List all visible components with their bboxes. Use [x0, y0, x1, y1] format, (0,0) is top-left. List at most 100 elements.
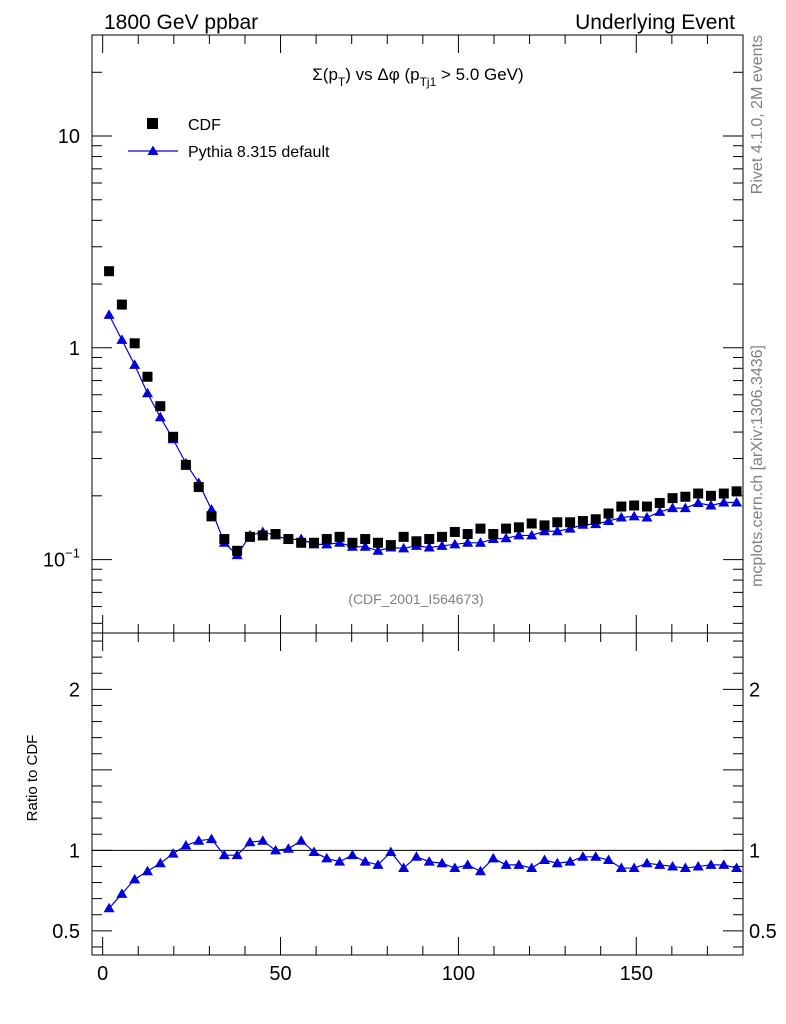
- main-axis-ticks: 10−1 1 10: [43, 34, 743, 624]
- cdf-point: [244, 531, 255, 542]
- ratio-point: [180, 840, 192, 850]
- ratio-point: [487, 852, 499, 863]
- cdf-point: [437, 531, 448, 542]
- x-tick-label: 100: [442, 963, 475, 985]
- ratio-point: [577, 851, 589, 861]
- ratio-point: [270, 844, 282, 855]
- ratio-point: [641, 857, 653, 868]
- cdf-point: [616, 501, 627, 512]
- cdf-point: [270, 529, 281, 540]
- cdf-point: [590, 514, 601, 525]
- cdf-point: [206, 511, 217, 522]
- cdf-point: [603, 508, 614, 519]
- ratio-y-tick-label-right: 1: [749, 840, 760, 862]
- cdf-point: [424, 534, 435, 545]
- ratio-y-tick-label-left: 2: [69, 679, 80, 701]
- cdf-point: [449, 526, 460, 537]
- cdf-point: [180, 459, 191, 470]
- analysis-id: (CDF_2001_I564673): [348, 591, 483, 607]
- ratio-point: [731, 862, 743, 873]
- ratio-point: [615, 862, 627, 873]
- cdf-point: [296, 537, 307, 548]
- plot-title: Σ(pT) vs Δφ (pTj1 > 5.0 GeV): [312, 65, 523, 89]
- pythia-point: [423, 542, 435, 552]
- x-axis-ticks: 0 50 100 150: [97, 35, 744, 985]
- cdf-point: [552, 517, 563, 528]
- legend-pythia-marker: [147, 145, 159, 155]
- ratio-point: [474, 865, 486, 876]
- ratio-point: [116, 888, 128, 898]
- ratio-point: [410, 851, 422, 861]
- pythia-point: [692, 497, 704, 507]
- ratio-point: [628, 862, 640, 873]
- cdf-point: [411, 536, 422, 547]
- pythia-point: [500, 532, 512, 543]
- legend-pythia-label: Pythia 8.315 default: [188, 144, 330, 161]
- ratio-point: [231, 849, 243, 860]
- cdf-point: [731, 486, 742, 497]
- cdf-point: [283, 534, 294, 545]
- pythia-point: [603, 515, 615, 526]
- ratio-axis-ticks: 0.5 0.5 1 1 2 2: [52, 640, 777, 948]
- pythia-point: [206, 504, 218, 514]
- cdf-point: [654, 497, 665, 508]
- ratio-point: [500, 859, 512, 869]
- data-layer: [103, 266, 743, 913]
- ratio-point: [129, 873, 141, 884]
- ratio-point: [538, 854, 550, 865]
- ratio-point: [705, 859, 717, 869]
- cdf-point: [257, 530, 268, 541]
- cdf-point: [705, 490, 716, 501]
- cdf-point: [193, 482, 204, 493]
- pythia-point: [526, 529, 538, 540]
- pythia-point: [116, 334, 128, 344]
- ratio-point: [654, 859, 666, 869]
- cdf-point: [155, 401, 166, 412]
- header-right: Underlying Event: [575, 11, 735, 34]
- ratio-point: [679, 862, 691, 873]
- ratio-point: [193, 835, 205, 845]
- cdf-point: [513, 522, 524, 533]
- main-y-tick-label: 10−1: [43, 546, 80, 572]
- ratio-point: [154, 857, 166, 868]
- ratio-y-tick-label-right: 2: [749, 679, 760, 701]
- cdf-point: [718, 488, 729, 499]
- cdf-point: [129, 338, 140, 349]
- ratio-y-tick-label-left: 1: [69, 840, 80, 862]
- pythia-point: [564, 523, 576, 533]
- cdf-point: [104, 266, 115, 277]
- pythia-point: [449, 538, 461, 549]
- ratio-point: [346, 849, 358, 860]
- ratio-y-tick-label-right: 0.5: [749, 921, 777, 943]
- legend-cdf-label: CDF: [188, 117, 221, 134]
- pythia-point: [398, 542, 410, 553]
- ratio-point: [359, 856, 371, 866]
- ratio-point: [436, 857, 448, 868]
- cdf-point: [693, 488, 704, 499]
- x-tick-label: 50: [269, 963, 291, 985]
- ratio-point: [206, 833, 218, 844]
- ratio-point: [590, 851, 602, 861]
- ratio-point: [218, 849, 230, 860]
- pythia-point: [334, 537, 346, 547]
- pythia-point: [679, 502, 691, 513]
- cdf-point: [142, 371, 153, 382]
- pythia-point: [667, 502, 679, 513]
- pythia-point: [154, 411, 166, 422]
- cdf-point: [501, 523, 512, 534]
- ratio-point: [321, 852, 333, 863]
- cdf-point: [219, 534, 230, 545]
- pythia-point: [359, 541, 371, 551]
- pythia-point: [654, 506, 666, 516]
- main-y-tick-label: 10: [58, 126, 80, 148]
- legend: CDF Pythia 8.315 default: [128, 117, 330, 161]
- cdf-point: [360, 534, 371, 545]
- pythia-point: [436, 540, 448, 550]
- cdf-point: [488, 529, 499, 540]
- cdf-point: [565, 517, 576, 528]
- pythia-point: [103, 309, 115, 319]
- cdf-point: [526, 518, 537, 529]
- cdf-point: [232, 545, 243, 556]
- pythia-point: [705, 500, 717, 510]
- cdf-point: [667, 493, 678, 504]
